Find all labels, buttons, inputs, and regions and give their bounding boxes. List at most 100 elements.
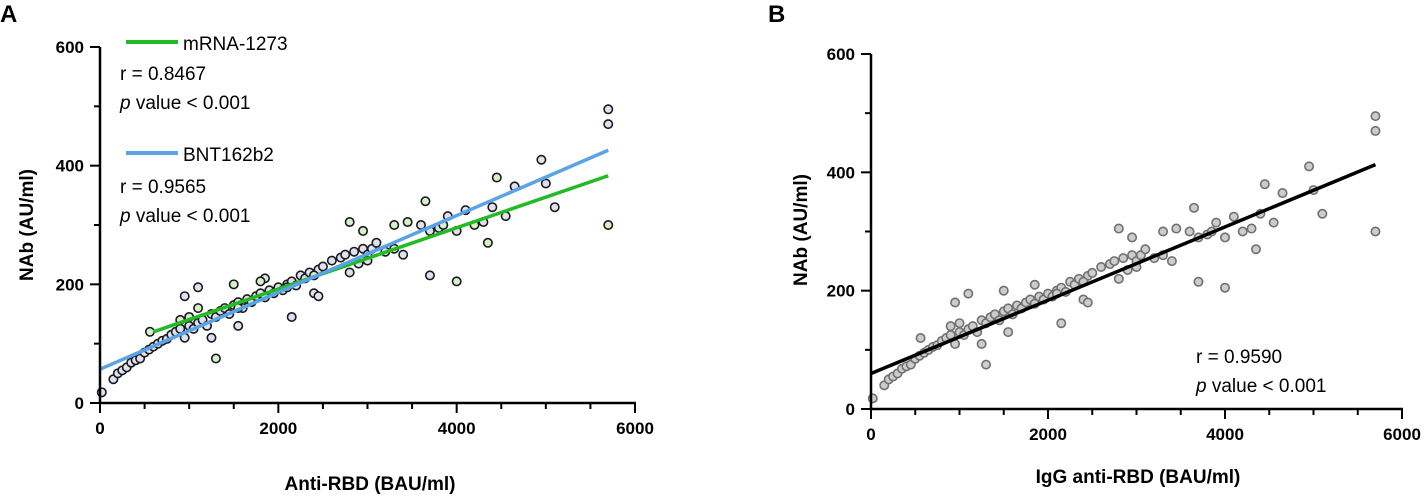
legend-mrna-r: r = 0.8467 (120, 64, 206, 85)
chart-b-point-all (1166, 256, 1177, 267)
legend-mrna-label: mRNA-1273 (183, 34, 288, 55)
chart-b-point-all (1370, 226, 1381, 237)
panel-a-letter: A (0, 1, 17, 28)
chart-a-y-tick-label: 0 (75, 394, 84, 413)
chart-b-point-all (963, 288, 974, 299)
chart-b-point-all (1317, 208, 1328, 219)
chart-a-point-mrna-1273 (451, 276, 462, 287)
chart-a-point-bnt162b2 (549, 202, 560, 213)
legend-bnt-r: r = 0.9565 (120, 177, 206, 198)
chart-b-point-all (1087, 267, 1098, 278)
chart-b-point-all (981, 359, 992, 370)
chart-b-point-all (976, 338, 987, 349)
chart-b-point-all (1189, 202, 1200, 213)
chart-b-points (867, 111, 1381, 404)
chart-b-point-all (1003, 327, 1014, 338)
chart-b-point-all (1220, 232, 1231, 243)
chart-b-point-all (1158, 226, 1169, 237)
chart-b-y-axis-title: NAb (AU/ml) (791, 174, 812, 286)
chart-a-point-bnt162b2 (349, 246, 360, 257)
chart-b-point-all (1220, 282, 1231, 293)
chart-a-point-mrna-1273 (344, 217, 355, 228)
chart-a-point-mrna-1273 (210, 353, 221, 364)
legend-mrna-p: p value < 0.001 (119, 93, 250, 114)
chart-a-point-bnt162b2 (206, 332, 217, 343)
chart-a-point-bnt162b2 (233, 320, 244, 331)
chart-a-point-mrna-1273 (603, 220, 614, 231)
legend-bnt-label: BNT162b2 (183, 145, 274, 166)
chart-b-r-annotation: r = 0.9590 (1196, 347, 1282, 368)
chart-a-point-bnt162b2 (344, 267, 355, 278)
chart-a-point-mrna-1273 (228, 279, 239, 290)
chart-b-y-tick-label: 600 (827, 45, 855, 64)
chart-b-point-all (954, 318, 965, 329)
chart-b-point-all (1082, 297, 1093, 308)
legend-bnt-p: p value < 0.001 (119, 206, 250, 227)
chart-b-point-all (1211, 217, 1222, 228)
chart-a-x-axis-title: Anti-RBD (BAU/ml) (285, 474, 456, 495)
chart-b-fit-line-all (870, 163, 1377, 376)
chart-a-y-axis-title: NAb (AU/ml) (17, 169, 38, 281)
chart-b-p-italic: p (1195, 376, 1207, 397)
chart-b-point-all (1113, 223, 1124, 234)
chart-b-point-all (950, 297, 961, 308)
chart-a-fit-line-bnt162b2 (99, 148, 609, 371)
chart-b-y-tick-label: 400 (827, 163, 855, 182)
chart-a-point-mrna-1273 (389, 220, 400, 231)
chart-b-point-all (1370, 125, 1381, 136)
chart-b-point-all (1237, 226, 1248, 237)
legend-mrna-p-italic: p (119, 93, 131, 114)
chart-a-point-bnt162b2 (313, 291, 324, 302)
chart-b-point-all (1268, 217, 1279, 228)
legend-bnt-p-text: value < 0.001 (131, 206, 251, 227)
chart-b-point-all (1246, 223, 1257, 234)
chart-a-x-tick-label: 0 (95, 419, 104, 438)
chart-a-point-mrna-1273 (144, 326, 155, 337)
chart-b-point-all (1228, 211, 1239, 222)
chart-a-point-bnt162b2 (540, 178, 551, 189)
chart-a-point-bnt162b2 (179, 291, 190, 302)
legend-mrna-p-text: value < 0.001 (131, 93, 251, 114)
chart-b-x-tick-label: 6000 (1383, 425, 1421, 444)
chart-b: 0 2000 4000 6000 0 200 400 600 IgG anti-RBD (BA… (791, 45, 1421, 488)
chart-a-point-bnt162b2 (371, 237, 382, 248)
chart-b-point-all (1184, 226, 1195, 237)
chart-a-fit-line-mrna-1273 (152, 174, 609, 334)
chart-a-point-bnt162b2 (603, 104, 614, 115)
chart-a-point-bnt162b2 (424, 270, 435, 281)
chart-b-point-all (1259, 179, 1270, 190)
chart-b-x-axis-title: IgG anti-RBD (BAU/ml) (1036, 467, 1241, 488)
chart-b-point-all (1118, 253, 1129, 264)
chart-a-point-bnt162b2 (487, 202, 498, 213)
chart-b-point-all (1127, 232, 1138, 243)
chart-a-point-mrna-1273 (193, 303, 204, 314)
chart-a-x-tick-label: 6000 (616, 419, 654, 438)
chart-b-point-all (945, 321, 956, 332)
chart-b-point-all (1304, 161, 1315, 172)
chart-a-point-mrna-1273 (482, 237, 493, 248)
chart-a-x-tick-label: 4000 (438, 419, 476, 438)
chart-b-point-all (998, 285, 1009, 296)
chart-b-y-tick-label: 200 (827, 282, 855, 301)
chart-a: 0 2000 4000 6000 0 200 400 600 Anti-RBD (BAU/ml… (17, 34, 654, 495)
chart-b-point-all (1370, 111, 1381, 122)
chart-a-point-bnt162b2 (536, 154, 547, 165)
chart-b-point-all (1109, 256, 1120, 267)
chart-b-x-tick-label: 0 (866, 425, 875, 444)
chart-a-point-mrna-1273 (420, 196, 431, 207)
chart-b-point-all (1056, 318, 1067, 329)
chart-a-point-bnt162b2 (286, 311, 297, 322)
chart-a-y-tick-label: 200 (56, 275, 84, 294)
chart-a-x-tick-label: 2000 (259, 419, 297, 438)
chart-b-x-tick-label: 4000 (1206, 425, 1244, 444)
chart-a-point-bnt162b2 (317, 261, 328, 272)
panel-b-letter: B (768, 1, 785, 28)
chart-a-y-tick-label: 600 (56, 38, 84, 57)
chart-b-point-all (1113, 273, 1124, 284)
chart-a-point-bnt162b2 (603, 119, 614, 130)
chart-a-point-mrna-1273 (358, 225, 369, 236)
chart-a-point-bnt162b2 (340, 249, 351, 260)
chart-a-point-bnt162b2 (398, 249, 409, 260)
chart-b-point-all (1171, 223, 1182, 234)
